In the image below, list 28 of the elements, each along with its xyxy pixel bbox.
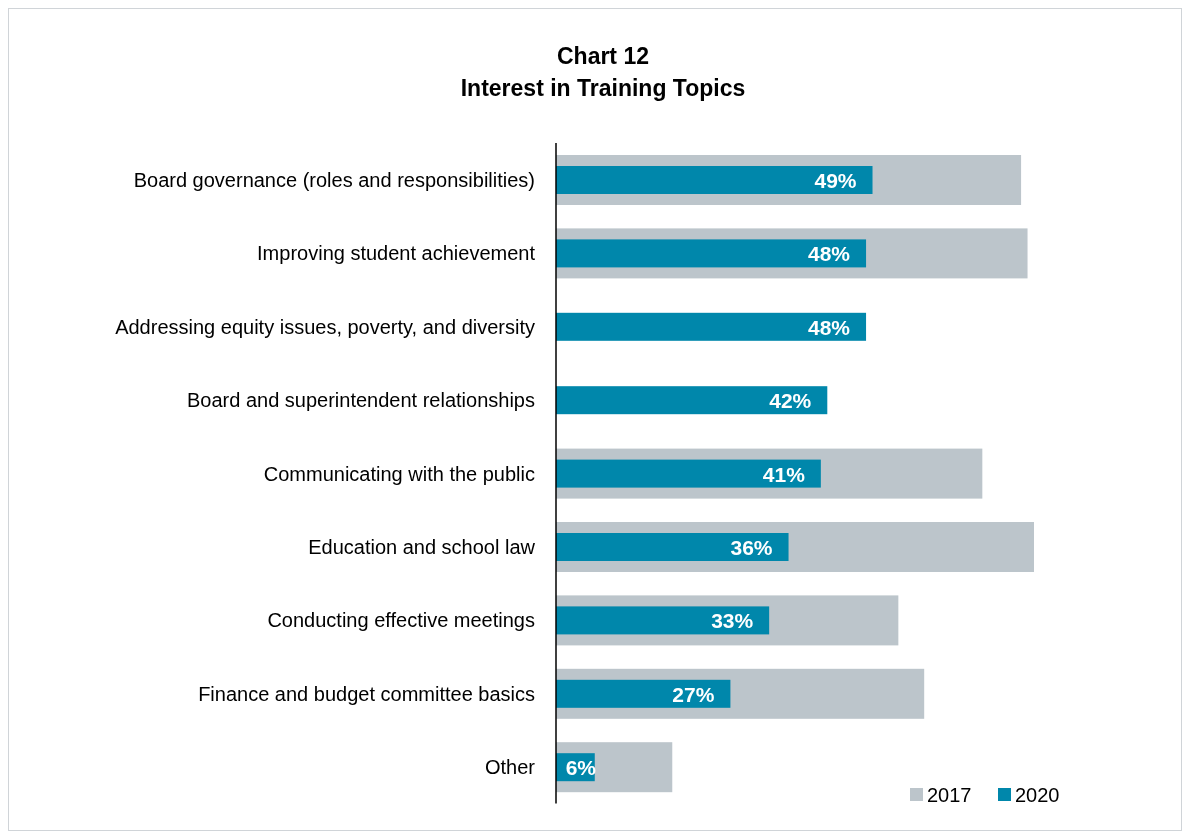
data-label: 48% <box>808 242 851 266</box>
y-tick-label: Board and superintendent relationships <box>186 389 535 412</box>
y-tick-label: Improving student achievement <box>257 242 536 265</box>
chart-title: Chart 12 Interest in Training Topics <box>460 43 746 101</box>
y-tick-label: Education and school law <box>308 536 536 558</box>
bar <box>556 679 731 708</box>
y-tick-label: Conducting effective meetings <box>267 609 535 632</box>
bar <box>556 533 789 561</box>
bar <box>556 239 867 268</box>
y-tick-label: Addressing equity issues, poverty, and diversity <box>115 315 535 338</box>
legend-label: 2017 <box>927 784 972 806</box>
y-tick-label: Other <box>484 756 536 779</box>
bar <box>556 606 770 635</box>
data-label: 36% <box>730 536 773 559</box>
data-label: 27% <box>672 682 715 706</box>
data-label: 49% <box>814 169 857 192</box>
y-tick-label: Board governance (roles and responsibilities) <box>133 169 535 191</box>
y-tick-label: Finance and budget committee basics <box>198 682 535 705</box>
data-label: 48% <box>808 315 851 339</box>
bar <box>556 166 873 194</box>
data-label: 33% <box>711 609 754 633</box>
bar <box>556 386 828 415</box>
data-label: 41% <box>762 462 806 486</box>
legend-label: 2020 <box>1015 784 1060 806</box>
data-label: 42% <box>769 389 812 413</box>
bar <box>556 312 867 341</box>
y-tick-label: Communicating with the public <box>263 462 535 485</box>
bar <box>556 459 821 488</box>
